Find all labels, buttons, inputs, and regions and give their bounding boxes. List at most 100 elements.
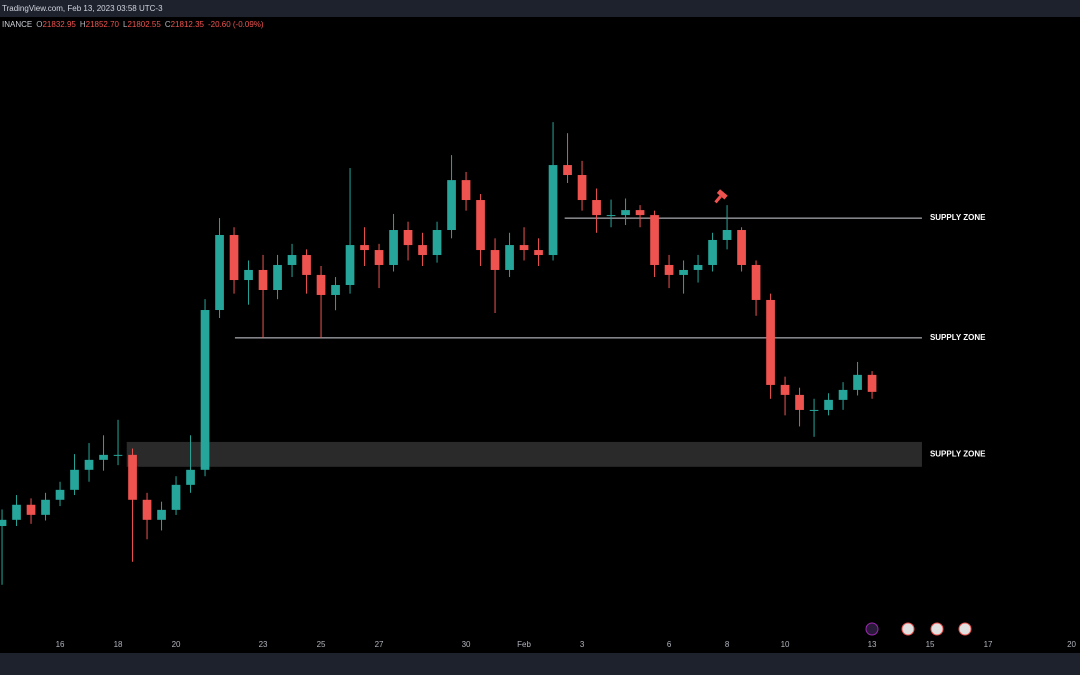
- event-icon: [930, 622, 944, 636]
- candle-body: [229, 234, 239, 281]
- candle-body: [142, 499, 152, 520]
- candle-body: [505, 245, 514, 270]
- candle-body: [403, 230, 413, 246]
- x-tick-label: 10: [781, 640, 790, 649]
- candle-body: [128, 454, 137, 500]
- candle-body: [26, 504, 36, 515]
- x-tick-label: 3: [580, 640, 585, 649]
- bottom-bar: [0, 653, 1080, 675]
- x-tick-label: 20: [1067, 640, 1076, 649]
- candle-body: [302, 255, 311, 275]
- candle-body: [751, 264, 761, 300]
- x-tick-label: 25: [317, 640, 326, 649]
- ohlc-key: C: [165, 20, 171, 29]
- candle-body: [490, 250, 500, 270]
- candle-body: [737, 230, 746, 265]
- plot: SUPPLY ZONE SUPPLY ZONE SUPPLY ZONE: [0, 122, 986, 585]
- x-tick-label: 8: [725, 640, 730, 649]
- ohlc-header: INANCE O21832.95 H21852.70 L21802.55 C21812.…: [2, 20, 264, 29]
- candle-body: [766, 299, 775, 385]
- zone-label: SUPPLY ZONE: [930, 333, 986, 342]
- candle-body: [679, 269, 688, 275]
- x-tick-label: 27: [375, 640, 384, 649]
- candle-body: [606, 215, 616, 217]
- candle-body: [476, 200, 485, 251]
- candle-body: [12, 504, 21, 520]
- x-tick-label: 13: [868, 640, 877, 649]
- candle-body: [432, 230, 442, 256]
- candle-body: [650, 215, 659, 265]
- candle-body: [316, 274, 326, 295]
- source-text: TradingView.com, Feb 13, 2023 03:58 UTC-…: [2, 4, 163, 13]
- candle-body: [0, 519, 7, 527]
- candle-body: [99, 454, 108, 460]
- candle-body: [664, 264, 674, 275]
- candle-body: [635, 210, 645, 216]
- event-icon: [901, 622, 915, 636]
- ohlc-text: INANCE O21832.95 H21852.70 L21802.55 C21812.…: [2, 20, 264, 29]
- hammer-head: [716, 189, 728, 200]
- ohlc-key: O: [36, 20, 42, 29]
- event-icon: [958, 622, 972, 636]
- x-tick-label: 23: [259, 640, 268, 649]
- hammer-handle: [714, 195, 722, 204]
- ohlc-value: 21812.35: [171, 20, 205, 29]
- x-tick-label: 17: [984, 640, 993, 649]
- candle-body: [171, 484, 181, 510]
- candle-body: [215, 234, 224, 311]
- candle-body: [722, 230, 732, 240]
- ohlc-value: 21852.70: [86, 20, 120, 29]
- candle-body: [70, 469, 79, 490]
- candle-body: [331, 285, 340, 295]
- x-tick-label: 15: [926, 640, 935, 649]
- candle-body: [867, 374, 877, 392]
- candle-body: [708, 239, 717, 265]
- x-tick-label: 30: [462, 640, 471, 649]
- candle-body: [200, 310, 210, 470]
- candle-body: [519, 245, 529, 251]
- candle-body: [853, 374, 862, 390]
- candle-body: [838, 389, 848, 400]
- candle-body: [548, 165, 558, 256]
- event-icons: [865, 622, 972, 636]
- ohlc-key: L: [123, 20, 128, 29]
- event-icon: [865, 622, 879, 636]
- candle-body: [418, 245, 427, 256]
- zone-label: SUPPLY ZONE: [930, 213, 986, 222]
- symbol: INANCE: [2, 20, 32, 29]
- candle-body: [186, 469, 195, 485]
- candle-body: [258, 269, 268, 290]
- candle-body: [360, 245, 369, 251]
- ohlc-value: 21802.55: [127, 20, 161, 29]
- x-tick-label: 16: [56, 640, 65, 649]
- candle-body: [389, 230, 398, 265]
- x-tick-label: 20: [172, 640, 181, 649]
- candle-body: [55, 489, 65, 500]
- candle-body: [693, 264, 703, 270]
- top-bar: [0, 0, 1080, 17]
- ohlc-value: 21832.95: [42, 20, 76, 29]
- candle-body: [809, 409, 819, 411]
- candle-body: [345, 245, 355, 286]
- candle-body: [795, 394, 804, 410]
- candle-body: [824, 399, 833, 410]
- zone-label: SUPPLY ZONE: [930, 449, 986, 458]
- candle-body: [461, 180, 471, 201]
- candle-body: [534, 250, 543, 256]
- candle-body: [780, 384, 790, 395]
- ohlc-key: H: [80, 20, 86, 29]
- candle-body: [273, 264, 282, 290]
- candle-body: [244, 269, 253, 281]
- candle-body: [592, 200, 601, 216]
- hammer-marker: [714, 189, 728, 204]
- x-tick-label: Feb: [517, 640, 531, 649]
- candle-body: [577, 175, 587, 201]
- x-tick-label: 18: [114, 640, 123, 649]
- candle-body: [374, 250, 384, 265]
- x-tick-label: 6: [667, 640, 672, 649]
- candle-body: [113, 454, 123, 456]
- support-zone: [126, 441, 922, 467]
- candle-body: [41, 499, 50, 515]
